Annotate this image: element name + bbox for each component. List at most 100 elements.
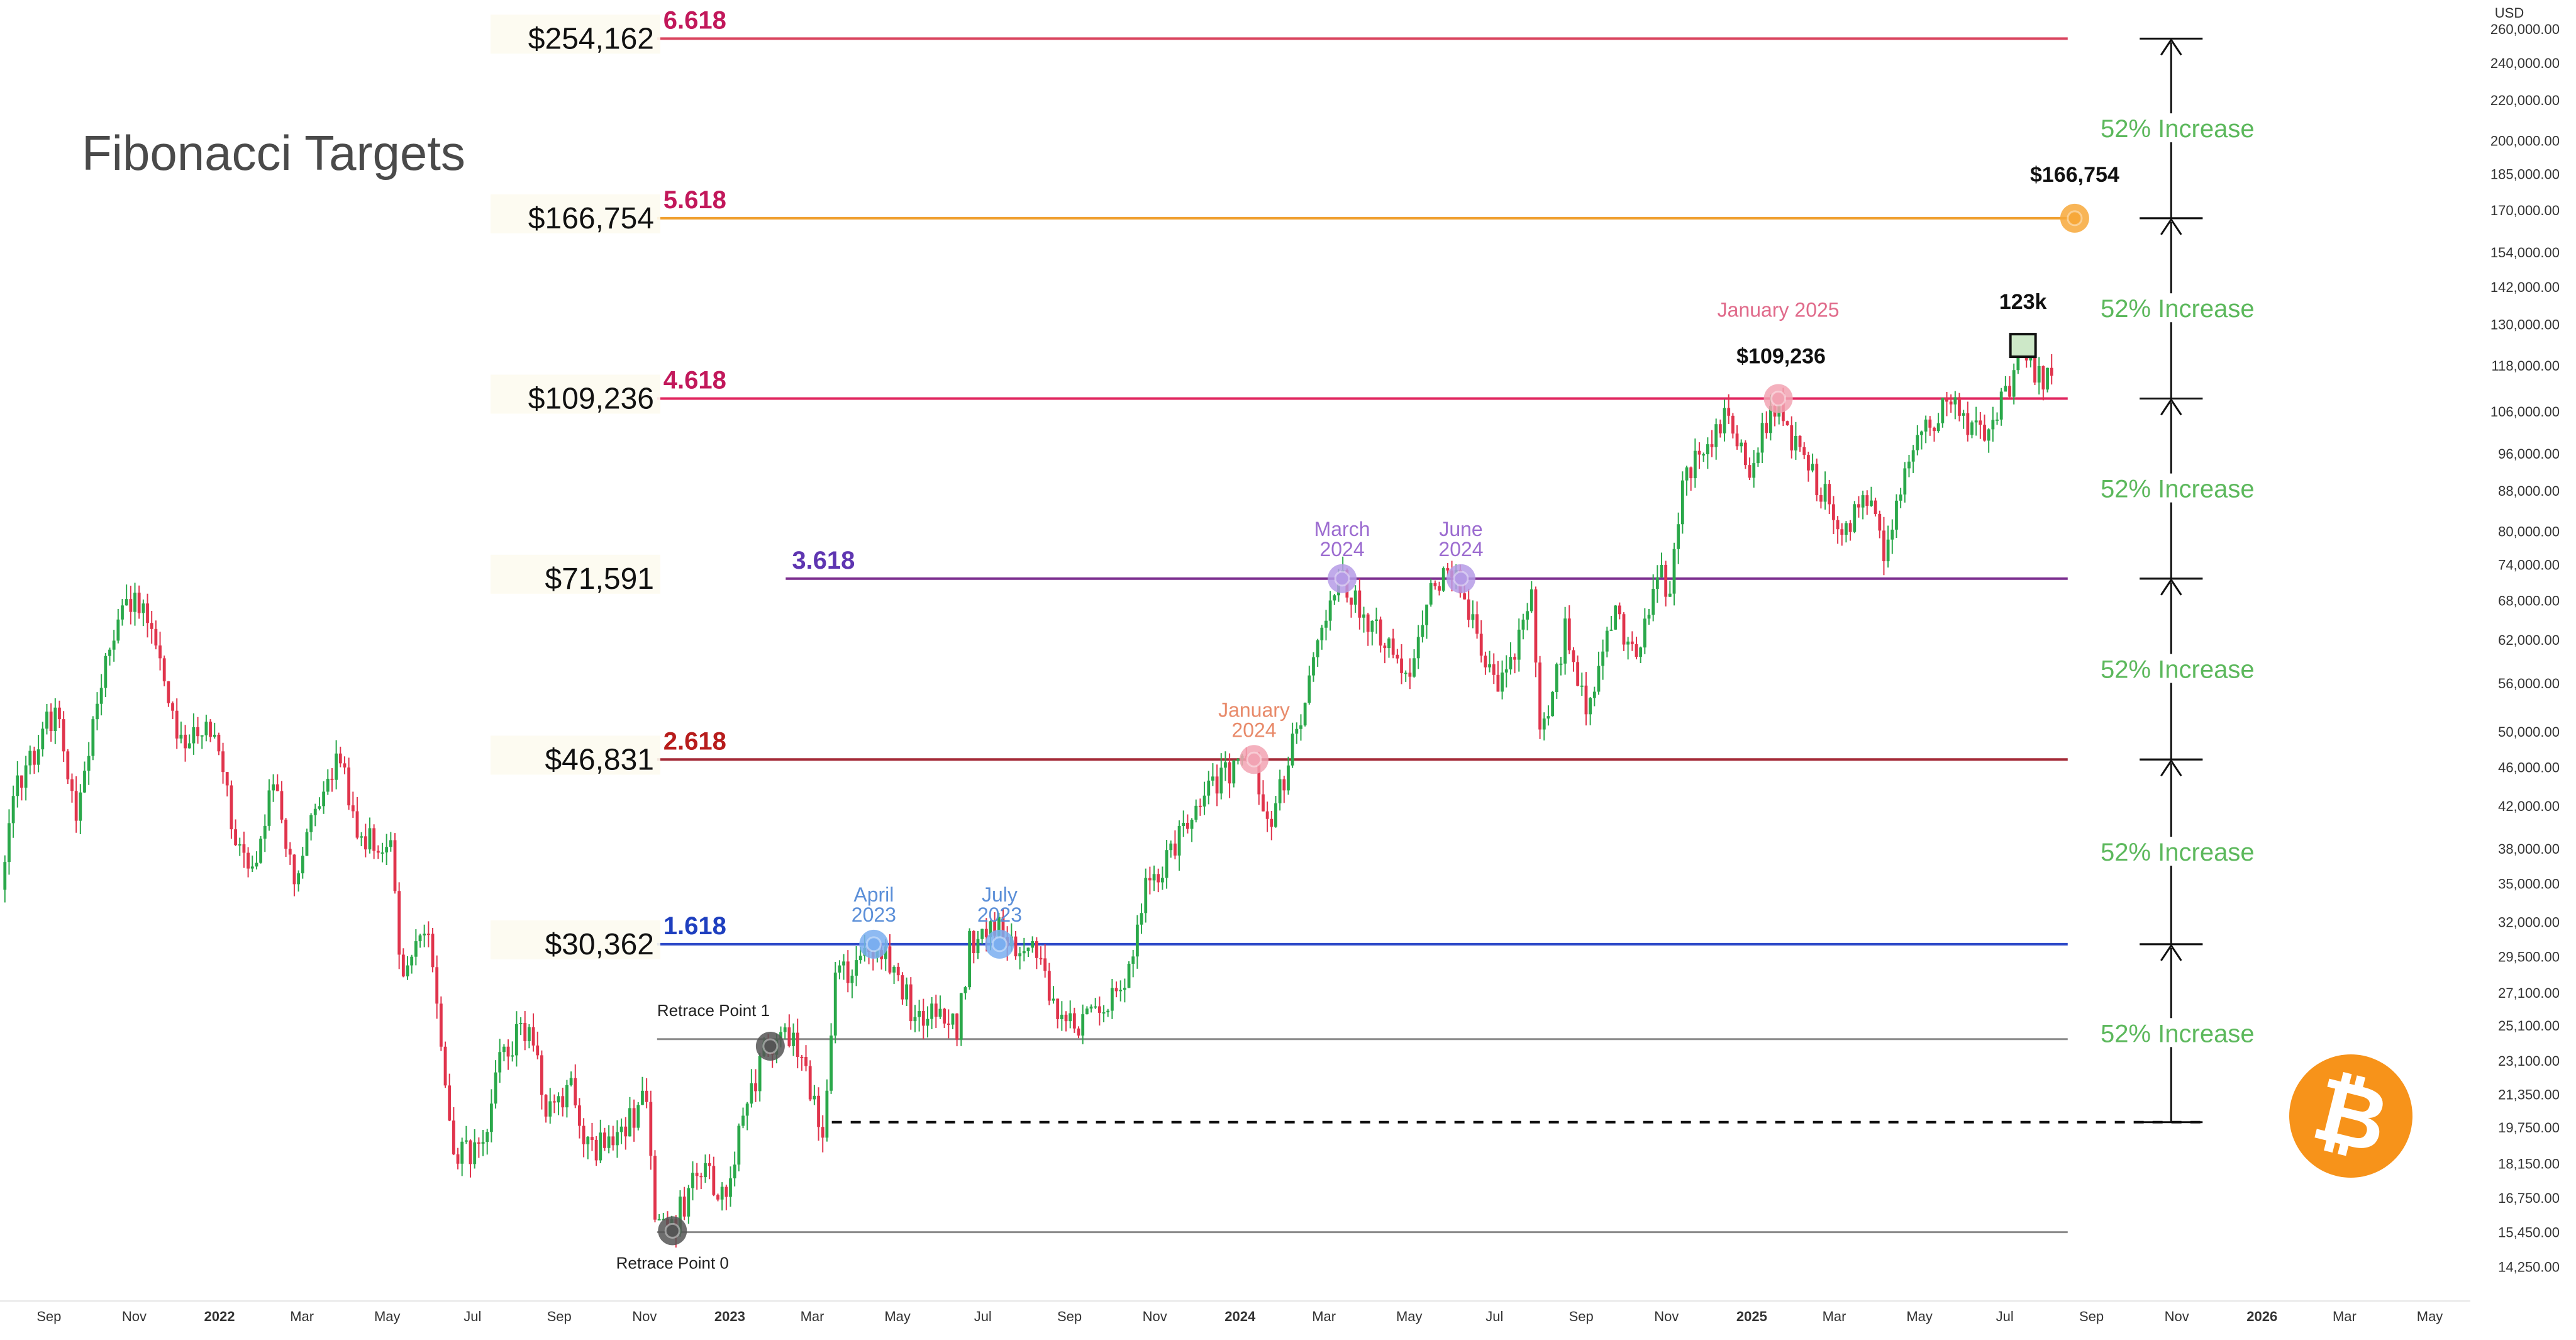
- candle-body: [1475, 614, 1479, 634]
- candle-body: [1123, 988, 1126, 990]
- candle-body: [850, 975, 854, 983]
- candle-body: [586, 1137, 590, 1144]
- candle-body: [121, 605, 124, 620]
- candle-body: [1911, 450, 1915, 462]
- increase-label-bg: [2089, 113, 2253, 143]
- marker-dot-core: [1770, 390, 1787, 406]
- candle-body: [1429, 583, 1433, 605]
- candle-body: [1026, 947, 1030, 952]
- candle-body: [804, 1057, 808, 1066]
- candle-body: [1387, 638, 1391, 649]
- candle-body: [1785, 421, 1789, 426]
- candle-body: [1991, 420, 1995, 430]
- candle-body: [1697, 450, 1701, 455]
- candle-body: [1001, 917, 1005, 937]
- x-tick-label: Jul: [1996, 1309, 2014, 1324]
- candle-body: [368, 828, 372, 850]
- candle-body: [1559, 663, 1563, 665]
- candle-body: [796, 1032, 799, 1057]
- candle-body: [410, 956, 414, 966]
- candle-body: [758, 1056, 762, 1092]
- y-tick-label: 88,000.00: [2498, 483, 2560, 499]
- candle-body: [154, 628, 158, 645]
- candle-body: [2004, 386, 2007, 392]
- candle-body: [1555, 664, 1558, 693]
- candle-body: [817, 1095, 820, 1127]
- y-tick-label: 240,000.00: [2490, 55, 2560, 71]
- candle-body: [1534, 589, 1538, 663]
- candle-body: [209, 722, 212, 737]
- candle-body: [1949, 401, 1953, 405]
- candle-body: [1421, 625, 1424, 637]
- candle-body: [477, 1142, 480, 1144]
- price-callout: 123k: [1999, 290, 2047, 314]
- candle-body: [66, 751, 70, 779]
- candle-body: [1886, 539, 1890, 562]
- candle-body: [326, 778, 330, 792]
- candle-body: [1836, 520, 1840, 530]
- candle-body: [1672, 549, 1676, 594]
- candle-body: [481, 1142, 485, 1144]
- candle-body: [280, 791, 284, 820]
- candle-body: [938, 1008, 942, 1017]
- candle-body: [108, 649, 111, 656]
- candle-body: [16, 775, 19, 796]
- candle-body: [1064, 1014, 1068, 1022]
- increase-arrow-head: [2160, 38, 2182, 56]
- candle-body: [238, 844, 242, 846]
- candle-body: [247, 852, 250, 869]
- candle-body: [1941, 398, 1945, 423]
- candle-body: [1265, 811, 1269, 819]
- candle-body: [179, 734, 183, 739]
- candle-body: [951, 1013, 955, 1025]
- candle-body: [980, 929, 984, 939]
- increase-arrow-head: [2160, 759, 2182, 777]
- x-tick-label: Nov: [2165, 1309, 2189, 1324]
- candle-body: [1538, 662, 1542, 730]
- candle-body: [1479, 634, 1483, 656]
- candle-body: [36, 749, 40, 765]
- candle-body: [150, 623, 153, 629]
- candle-body: [1589, 698, 1592, 715]
- candle-body: [423, 934, 426, 935]
- candle-body: [1958, 397, 1961, 416]
- candle-body: [855, 960, 858, 976]
- candle-body: [204, 722, 208, 735]
- marker-label: March: [1314, 518, 1370, 540]
- marker-dot-core: [1246, 751, 1262, 768]
- x-tick-label: Mar: [1312, 1309, 1336, 1324]
- bitcoin-logo: ₿: [2289, 1054, 2412, 1178]
- candle-body: [594, 1140, 598, 1161]
- candle-body: [376, 851, 380, 853]
- y-tick-label: 142,000.00: [2490, 279, 2560, 295]
- candle-body: [720, 1186, 724, 1200]
- candle-body: [1303, 703, 1307, 725]
- fib-ratio-label: 3.618: [792, 547, 855, 574]
- candle-body: [1933, 427, 1936, 432]
- candle-body: [519, 1023, 523, 1025]
- candle-body: [1060, 1014, 1063, 1019]
- candle-body: [553, 1101, 556, 1103]
- candle-body: [1165, 850, 1169, 878]
- candle-body: [1677, 524, 1680, 549]
- fib-price-label: $109,236: [528, 382, 654, 415]
- marker-label: Retrace Point 0: [616, 1253, 729, 1272]
- candle-body: [1521, 619, 1525, 630]
- candle-body: [1542, 718, 1546, 730]
- increase-arrow-head: [2160, 218, 2182, 235]
- candle-body: [137, 593, 141, 613]
- candle-body: [1760, 423, 1764, 453]
- y-tick-label: 18,150.00: [2498, 1156, 2560, 1171]
- x-tick-label: 2025: [1736, 1309, 1767, 1324]
- candle-body: [800, 1056, 804, 1058]
- candle-body: [272, 784, 275, 791]
- candle-body: [49, 712, 53, 732]
- candle-body: [1312, 657, 1315, 676]
- candle-body: [1366, 614, 1370, 632]
- candle-body: [1626, 641, 1630, 645]
- candle-body: [301, 856, 304, 874]
- candle-body: [1509, 657, 1513, 670]
- candle-body: [1144, 878, 1148, 913]
- increase-label: 52% Increase: [2101, 295, 2255, 323]
